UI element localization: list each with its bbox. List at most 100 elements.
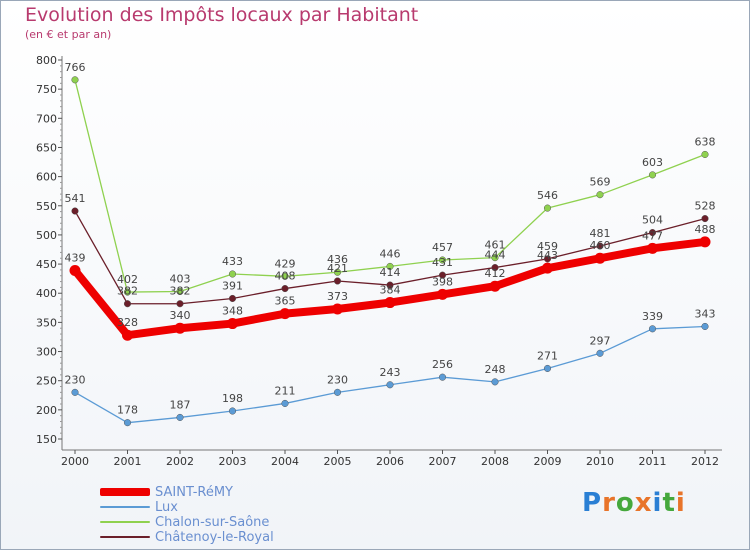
data-point — [699, 236, 711, 248]
x-tick-label: 2003 — [219, 455, 247, 468]
data-label: 414 — [380, 266, 401, 279]
data-point — [648, 171, 657, 179]
data-point — [701, 150, 709, 159]
data-point — [122, 329, 133, 341]
data-point — [701, 322, 709, 331]
data-label: 431 — [432, 256, 453, 269]
data-label: 481 — [590, 227, 611, 240]
data-point — [594, 252, 606, 264]
y-tick-label: 700 — [36, 112, 57, 125]
x-tick-label: 2006 — [376, 455, 404, 468]
data-point — [491, 264, 499, 272]
logo-letter: t — [662, 488, 676, 518]
data-label: 439 — [65, 251, 86, 264]
data-label: 348 — [222, 305, 243, 318]
data-label: 443 — [537, 249, 558, 262]
data-label: 339 — [642, 310, 663, 323]
data-label: 412 — [485, 267, 506, 280]
legend-label: Châtenoy-le-Royal — [155, 530, 274, 545]
data-point — [123, 288, 132, 296]
y-tick-label: 200 — [36, 404, 57, 417]
legend-swatch — [100, 536, 150, 538]
data-point — [71, 207, 79, 215]
data-label: 766 — [65, 61, 86, 74]
data-label: 230 — [65, 373, 86, 386]
data-point — [647, 242, 658, 254]
data-label: 446 — [380, 247, 401, 260]
data-label: 638 — [695, 135, 716, 148]
y-tick-label: 500 — [36, 229, 57, 242]
chart-subtitle: (en € et par an) — [25, 28, 112, 41]
data-point — [438, 373, 447, 381]
data-label: 211 — [275, 384, 296, 397]
data-point — [596, 242, 604, 250]
data-label: 243 — [380, 366, 401, 379]
data-label: 256 — [432, 358, 453, 371]
logo-letter: r — [602, 488, 616, 518]
data-label: 603 — [642, 156, 663, 169]
data-point — [438, 256, 447, 264]
data-label: 271 — [537, 349, 558, 362]
axes: 150 200 250 300 350 400 450 500 550 600 650 700 750 8… — [36, 54, 722, 468]
data-point — [596, 349, 604, 357]
data-point — [542, 262, 553, 274]
data-label: 444 — [485, 249, 506, 262]
y-tick-label: 350 — [36, 316, 57, 329]
logo-letter: i — [675, 488, 686, 518]
data-point — [437, 288, 448, 300]
data-point — [386, 281, 394, 289]
legend-label: Chalon-sur-Saône — [155, 515, 270, 530]
data-point — [71, 388, 79, 396]
data-point — [333, 277, 342, 285]
data-point — [648, 229, 657, 237]
legend-swatch — [100, 488, 150, 496]
data-label: 429 — [275, 257, 296, 270]
x-tick-label: 2009 — [534, 455, 562, 468]
data-point — [701, 215, 709, 223]
data-label: 198 — [222, 392, 243, 405]
data-point — [543, 204, 552, 212]
data-label: 436 — [327, 253, 348, 266]
data-label: 504 — [642, 214, 663, 227]
data-point — [123, 419, 132, 427]
data-labels: 439 328 340 348 365 373 384 398 412 443 460 477 488 2… — [65, 61, 716, 417]
data-label: 398 — [432, 275, 453, 288]
data-label: 433 — [222, 255, 243, 268]
y-tick-label: 650 — [36, 141, 57, 154]
y-tick-label: 800 — [36, 54, 57, 67]
x-tick-label: 2008 — [481, 455, 509, 468]
data-point — [176, 300, 184, 308]
data-point — [332, 303, 343, 315]
logo-letter: i — [652, 488, 663, 518]
proxiti-logo: Proxiti — [582, 488, 686, 518]
data-label: 457 — [432, 241, 453, 254]
data-point — [174, 322, 186, 334]
data-point — [228, 407, 237, 415]
x-tick-label: 2004 — [271, 455, 299, 468]
data-label: 459 — [537, 240, 558, 253]
data-point — [489, 280, 501, 292]
data-point — [438, 271, 447, 279]
data-point — [228, 270, 237, 278]
y-tick-label: 400 — [36, 287, 57, 300]
data-label: 460 — [590, 239, 611, 252]
logo-letter: P — [582, 488, 603, 518]
x-tick-label: 2005 — [324, 455, 352, 468]
y-tick-label: 300 — [36, 346, 57, 359]
data-label: 178 — [117, 404, 138, 417]
x-tick-label: 2012 — [691, 455, 719, 468]
data-label: 340 — [170, 309, 191, 322]
data-label: 541 — [65, 192, 86, 205]
data-point — [281, 272, 289, 280]
data-point — [543, 255, 552, 263]
y-tick-label: 750 — [36, 83, 57, 96]
y-tick-label: 150 — [36, 433, 57, 446]
data-label: 187 — [170, 398, 191, 411]
data-label: 230 — [327, 373, 348, 386]
data-label: 373 — [327, 290, 348, 303]
data-point — [227, 318, 238, 330]
data-label: 546 — [537, 189, 558, 202]
data-label: 328 — [117, 316, 138, 329]
data-label: 477 — [642, 229, 663, 242]
